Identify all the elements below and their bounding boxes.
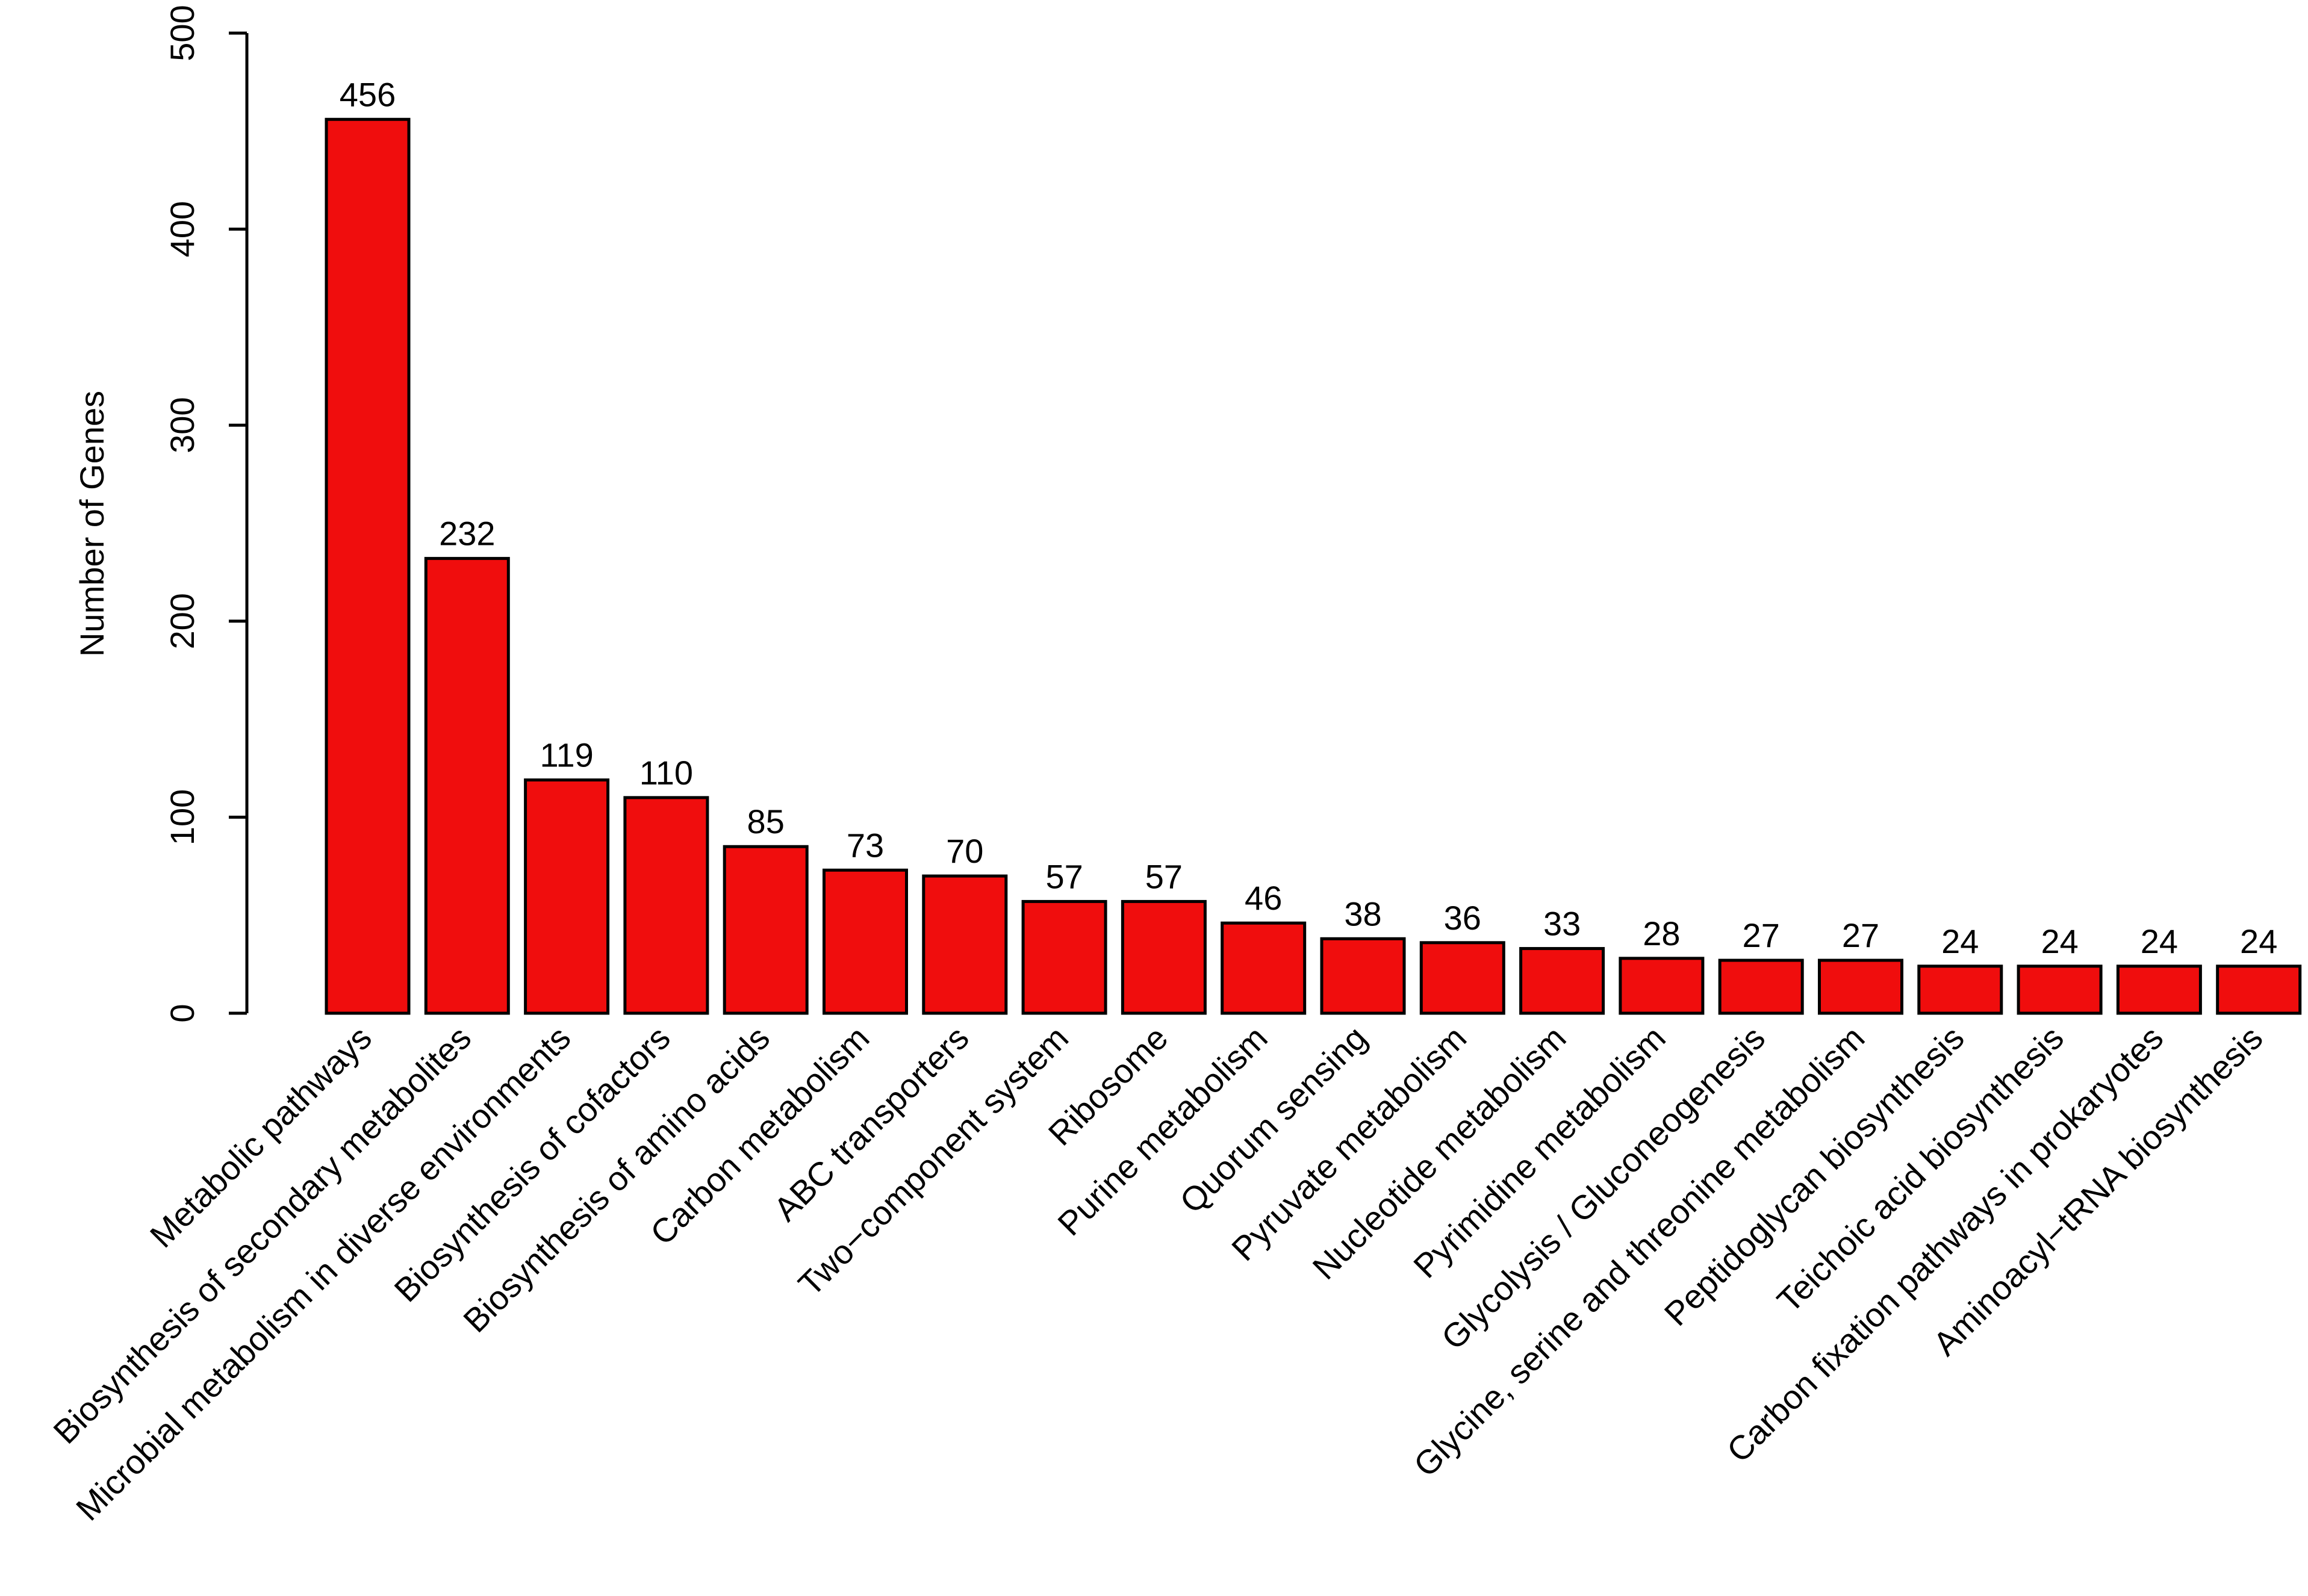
bar: [922, 874, 1008, 1015]
bar-value-label: 27: [1842, 916, 1879, 954]
bar: [2116, 964, 2202, 1015]
bar-value-label: 57: [1145, 857, 1183, 895]
bar: [524, 778, 610, 1015]
y-axis: 0 100 200 300 400 500: [163, 5, 249, 1023]
bar-value-label: 28: [1643, 914, 1680, 952]
bar-value-label: 110: [639, 754, 693, 792]
bar-value-label: 46: [1245, 879, 1282, 917]
bar: [1121, 899, 1207, 1015]
bar-value-label: 70: [946, 832, 983, 870]
bar: [1419, 941, 1505, 1015]
category-label: Biosynthesis of secondary metabolites: [46, 1019, 478, 1451]
y-tick-label: 400: [163, 201, 201, 257]
bar-value-label: 24: [2240, 922, 2277, 960]
bar: [1221, 921, 1307, 1015]
bar: [823, 868, 908, 1015]
bar: [1021, 899, 1107, 1015]
bar: [1519, 947, 1605, 1015]
bar-value-label: 27: [1743, 916, 1780, 954]
value-labels-layer: 456 232 119 110 85 73 70 57 57 46 38 36 33 28 27 27 24 24…: [340, 75, 2278, 960]
bar: [1320, 937, 1406, 1015]
bar-value-label: 119: [540, 736, 593, 774]
bar-value-label: 36: [1444, 899, 1481, 937]
bar-value-label: 456: [340, 75, 396, 113]
bar: [424, 557, 510, 1015]
bars-layer: [325, 117, 2302, 1015]
bar: [1818, 958, 1903, 1015]
bar-value-label: 33: [1543, 905, 1581, 943]
bar-value-label: 57: [1045, 857, 1083, 895]
y-tick-label: 0: [163, 1004, 201, 1022]
bar: [325, 117, 411, 1015]
bar: [1917, 964, 2003, 1015]
bar: [2216, 964, 2302, 1015]
bar-value-label: 24: [1941, 922, 1979, 960]
bar-value-label: 73: [847, 826, 884, 864]
bar: [2017, 964, 2103, 1015]
bar-value-label: 24: [2041, 922, 2078, 960]
y-tick-label: 300: [163, 397, 201, 453]
bar-value-label: 38: [1344, 895, 1381, 933]
bar: [1718, 958, 1804, 1015]
bar: [623, 796, 709, 1015]
category-label: Quorum sensing: [1172, 1019, 1374, 1220]
y-tick-label: 200: [163, 593, 201, 649]
bar: [723, 845, 809, 1015]
bar-value-label: 232: [439, 515, 495, 553]
y-tick-label: 100: [163, 789, 201, 845]
y-tick-label: 500: [163, 5, 201, 61]
bar-value-label: 85: [747, 803, 785, 840]
y-axis-title: Number of Genes: [73, 391, 111, 657]
bar-value-label: 24: [2141, 922, 2178, 960]
bar: [1619, 957, 1705, 1015]
